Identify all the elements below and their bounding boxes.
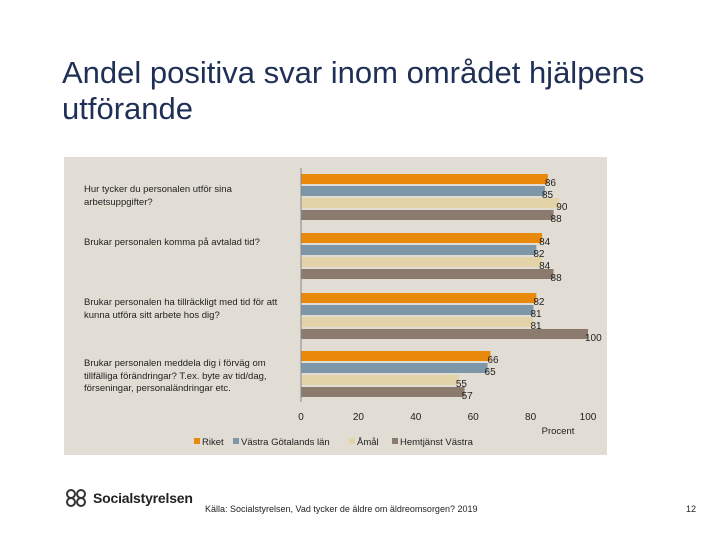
bar bbox=[301, 293, 537, 303]
bar bbox=[301, 245, 537, 255]
footer-logo: Socialstyrelsen bbox=[64, 488, 193, 508]
legend-swatch bbox=[233, 438, 239, 444]
bar bbox=[301, 317, 534, 327]
data-label: 84 bbox=[539, 237, 551, 248]
bar bbox=[301, 387, 465, 397]
bar bbox=[301, 174, 548, 184]
slide-title: Andel positiva svar inom området hjälpen… bbox=[62, 55, 645, 126]
question-label-4: Brukar personalen meddela dig i förväg o… bbox=[84, 358, 267, 394]
x-tick-label: 100 bbox=[580, 412, 597, 423]
legend-entry: Västra Götalands län bbox=[241, 437, 330, 448]
bar bbox=[301, 375, 459, 385]
bar bbox=[301, 186, 545, 196]
data-label: 65 bbox=[485, 367, 497, 378]
question-label-3: Brukar personalen ha tillräckligt med ti… bbox=[84, 297, 278, 321]
data-label: 82 bbox=[533, 297, 545, 308]
x-tick-label: 60 bbox=[468, 412, 480, 423]
bar bbox=[301, 198, 560, 208]
page-number: 12 bbox=[686, 504, 697, 514]
question-label-1: Hur tycker du personalen utför sina arbe… bbox=[84, 184, 232, 208]
x-tick-label: 20 bbox=[353, 412, 365, 423]
data-label: 100 bbox=[585, 333, 602, 344]
bar bbox=[301, 210, 554, 220]
bar bbox=[301, 233, 543, 243]
data-label: 86 bbox=[545, 178, 557, 189]
socialstyrelsen-logo-icon bbox=[66, 489, 86, 507]
data-label: 81 bbox=[530, 309, 542, 320]
data-label: 88 bbox=[551, 214, 563, 225]
legend-swatch bbox=[349, 438, 355, 444]
question-label-2: Brukar personalen komma på avtalad tid? bbox=[84, 237, 260, 248]
data-label: 55 bbox=[456, 379, 468, 390]
x-axis-label: Procent bbox=[542, 426, 575, 437]
legend-entry: Åmål bbox=[357, 437, 379, 448]
bar bbox=[301, 329, 588, 339]
legend-swatch bbox=[392, 438, 398, 444]
data-label: 90 bbox=[556, 202, 568, 213]
bar bbox=[301, 363, 488, 373]
legend-entry: Riket bbox=[202, 437, 224, 448]
source-note: Källa: Socialstyrelsen, Vad tycker de äl… bbox=[205, 504, 478, 514]
x-tick-label: 0 bbox=[298, 412, 304, 423]
x-tick-label: 40 bbox=[410, 412, 422, 423]
legend-entry: Hemtjänst Västra bbox=[400, 437, 474, 448]
bar bbox=[301, 305, 534, 315]
data-label: 84 bbox=[539, 261, 551, 272]
brand-name: Socialstyrelsen bbox=[93, 490, 193, 506]
data-label: 66 bbox=[487, 355, 499, 366]
bar bbox=[301, 257, 543, 267]
data-label: 81 bbox=[530, 321, 542, 332]
data-label: 88 bbox=[551, 273, 563, 284]
data-label: 85 bbox=[542, 190, 554, 201]
bar bbox=[301, 269, 554, 279]
bar bbox=[301, 351, 491, 361]
x-tick-label: 80 bbox=[525, 412, 537, 423]
data-label: 82 bbox=[533, 249, 545, 260]
legend-swatch bbox=[194, 438, 200, 444]
data-label: 57 bbox=[462, 391, 474, 402]
